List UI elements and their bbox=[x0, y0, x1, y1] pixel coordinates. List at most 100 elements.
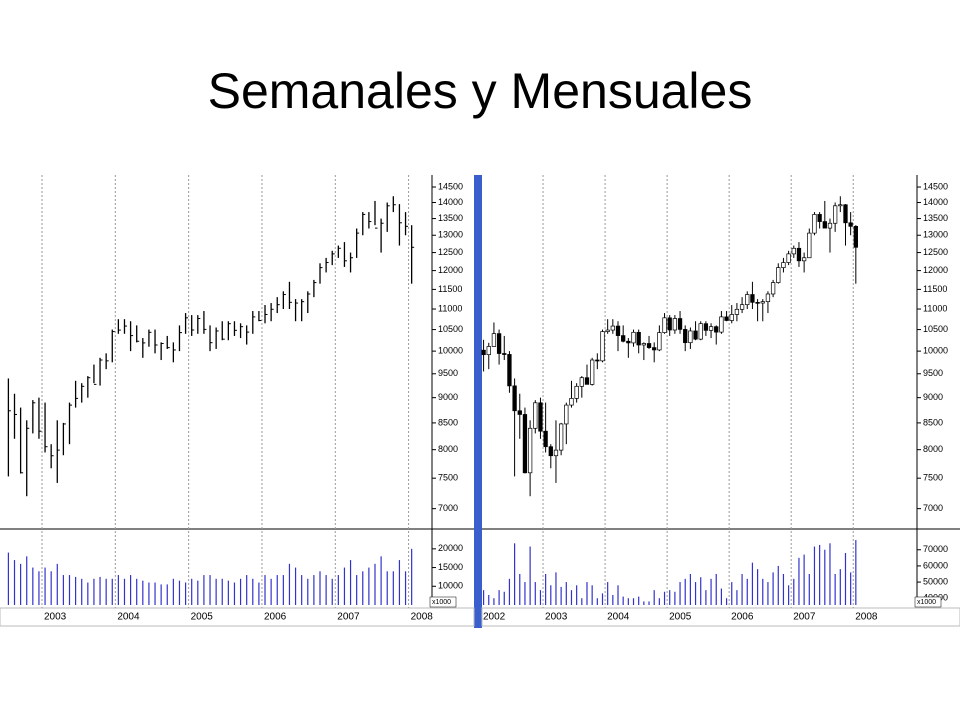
volume-bar bbox=[349, 560, 352, 605]
candle-body bbox=[755, 301, 760, 304]
volume-tick-label: 15000 bbox=[438, 562, 463, 572]
candle-body bbox=[776, 267, 781, 283]
volume-bar bbox=[325, 575, 327, 605]
volume-bar bbox=[689, 573, 691, 605]
y-tick-label: 12500 bbox=[438, 247, 463, 257]
candle-body bbox=[527, 427, 533, 474]
candle-body bbox=[677, 318, 683, 330]
volume-bar bbox=[129, 575, 132, 605]
volume-bar bbox=[221, 578, 223, 605]
y-tick-label: 8500 bbox=[923, 417, 943, 427]
candle-body bbox=[600, 331, 605, 362]
candle-body bbox=[533, 402, 538, 429]
volume-bar bbox=[215, 578, 217, 605]
volume-unit: x1000 bbox=[917, 599, 936, 606]
volume-bar bbox=[356, 575, 358, 605]
volume-bar bbox=[777, 565, 779, 605]
x-axis-strip bbox=[481, 607, 960, 627]
y-tick-label: 13500 bbox=[923, 213, 948, 223]
x-tick-label: 2005 bbox=[191, 612, 214, 623]
volume-bar bbox=[607, 582, 609, 605]
volume-bar bbox=[368, 567, 370, 605]
volume-bar bbox=[26, 556, 28, 605]
candle-body bbox=[605, 329, 610, 332]
volume-bar bbox=[839, 569, 841, 605]
volume-bar bbox=[411, 548, 413, 605]
x-axis-strip bbox=[0, 607, 475, 627]
candle-body bbox=[590, 359, 595, 385]
y-tick-label: 10000 bbox=[923, 345, 948, 355]
candle-body bbox=[734, 308, 740, 315]
volume-bar bbox=[720, 588, 723, 605]
candle-body bbox=[621, 335, 626, 342]
volume-bar bbox=[844, 552, 847, 605]
volume-bar bbox=[850, 572, 852, 605]
volume-bar bbox=[782, 573, 785, 605]
y-tick-label: 10500 bbox=[923, 324, 948, 334]
volume-bar bbox=[751, 562, 754, 605]
volume-bar bbox=[7, 552, 9, 605]
volume-bar bbox=[319, 571, 321, 605]
volume-unit: x1000 bbox=[432, 599, 451, 606]
volume-bar bbox=[392, 571, 394, 605]
volume-bar bbox=[184, 582, 187, 605]
volume-bar bbox=[632, 598, 635, 605]
volume-bar bbox=[772, 572, 774, 605]
candle-body bbox=[683, 329, 688, 344]
volume-tick-label: 50000 bbox=[923, 576, 948, 586]
candle-body bbox=[832, 205, 838, 224]
volume-bar bbox=[117, 575, 119, 605]
candle-body bbox=[672, 318, 678, 331]
volume-bar bbox=[756, 569, 759, 605]
volume-bar bbox=[81, 578, 83, 605]
candle-body bbox=[703, 323, 709, 331]
x-tick-label: 2006 bbox=[731, 612, 754, 623]
volume-bar bbox=[75, 576, 77, 605]
y-tick-label: 9500 bbox=[438, 368, 458, 378]
volume-bar bbox=[627, 598, 629, 605]
volume-bar bbox=[172, 578, 174, 605]
volume-bar bbox=[560, 586, 562, 605]
volume-bar bbox=[93, 578, 95, 605]
candle-body bbox=[693, 330, 698, 340]
volume-bar bbox=[233, 582, 236, 605]
volume-bar bbox=[99, 576, 101, 605]
volume-bar bbox=[197, 580, 199, 605]
volume-bar bbox=[550, 585, 552, 605]
y-tick-label: 13000 bbox=[438, 230, 463, 240]
y-tick-label: 8000 bbox=[923, 444, 943, 454]
candle-body bbox=[770, 282, 776, 295]
volume-bar bbox=[282, 575, 284, 605]
x-tick-label: 2008 bbox=[411, 612, 434, 623]
volume-bar bbox=[834, 573, 836, 605]
volume-bar bbox=[62, 575, 64, 605]
volume-bar bbox=[725, 598, 728, 605]
candle-body bbox=[543, 430, 548, 448]
candle-body bbox=[641, 343, 647, 346]
candle-body bbox=[548, 446, 553, 457]
volume-bar bbox=[539, 590, 542, 605]
candle-body bbox=[657, 332, 662, 351]
y-tick-label: 8000 bbox=[438, 444, 458, 454]
x-tick-label: 2007 bbox=[793, 612, 816, 623]
x-tick-label: 2008 bbox=[855, 612, 878, 623]
volume-bar bbox=[307, 578, 309, 605]
volume-bar bbox=[612, 594, 614, 605]
volume-bar bbox=[808, 573, 810, 605]
candle-body bbox=[502, 353, 507, 355]
volume-bar bbox=[239, 578, 242, 605]
y-tick-label: 7500 bbox=[438, 473, 458, 483]
volume-bar bbox=[767, 582, 769, 605]
y-tick-label: 7000 bbox=[438, 503, 458, 513]
volume-bar bbox=[362, 571, 364, 605]
y-tick-label: 9000 bbox=[438, 392, 458, 402]
volume-bar bbox=[700, 577, 702, 605]
volume-bar bbox=[498, 590, 500, 605]
slide-title: Semanales y Mensuales bbox=[208, 63, 753, 119]
volume-bar bbox=[581, 598, 583, 605]
volume-bar bbox=[404, 571, 407, 605]
volume-bar bbox=[658, 598, 660, 605]
volume-bar bbox=[736, 590, 738, 605]
volume-bar bbox=[488, 594, 490, 605]
candle-body bbox=[853, 225, 858, 248]
